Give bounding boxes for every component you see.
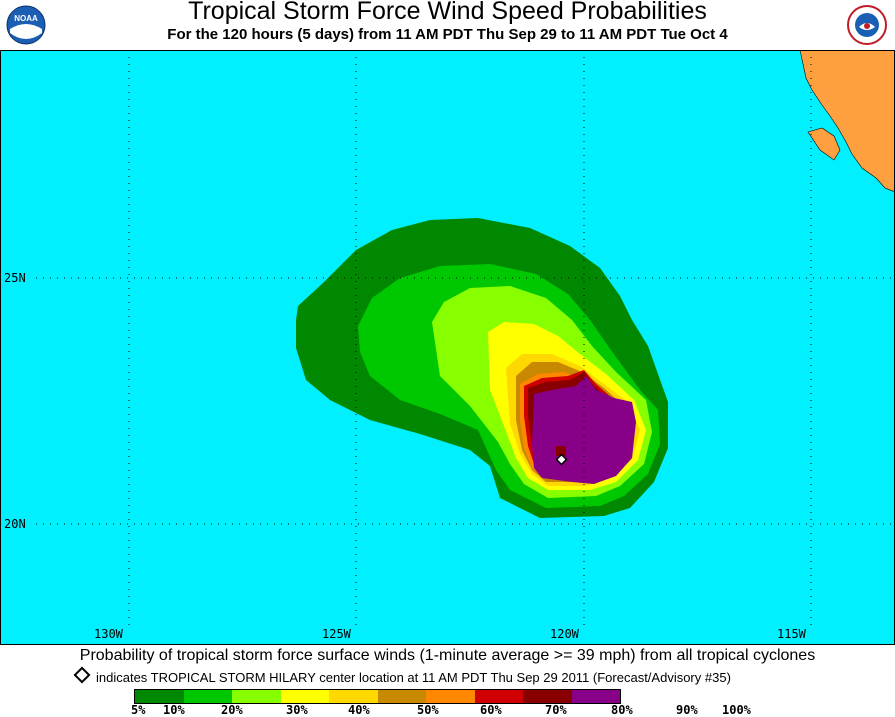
legend-color-bar — [134, 689, 621, 704]
map-subtitle: For the 120 hours (5 days) from 11 AM PD… — [167, 26, 728, 43]
footer: Probability of tropical storm force surf… — [0, 645, 895, 717]
land-peninsula-tip — [807, 127, 841, 161]
noaa-logo-text: NOAA — [14, 14, 38, 23]
lat-label-25n: 25N — [4, 271, 26, 285]
storm-core — [556, 446, 566, 456]
lon-label-120w: 120W — [550, 627, 580, 641]
legend-label: 5% — [131, 703, 146, 717]
graticule — [36, 50, 895, 630]
legend-swatch-5-10 — [135, 690, 184, 703]
nws-logo — [847, 5, 887, 45]
lat-label-20n: 20N — [4, 517, 26, 531]
lon-label-130w: 130W — [94, 627, 124, 641]
lon-label-115w: 115W — [777, 627, 807, 641]
lon-label-125w: 125W — [322, 627, 352, 641]
header: NOAA Tropical Storm Force Wind Speed Pro… — [0, 0, 895, 50]
legend-label: 100% — [722, 703, 751, 717]
probability-map: 25N 20N 130W 125W 120W 115W — [0, 50, 895, 645]
legend-swatch-40-50 — [329, 690, 378, 703]
legend-swatch-80-90 — [523, 690, 572, 703]
storm-center-marker — [555, 453, 568, 466]
center-note: indicates TROPICAL STORM HILARY center l… — [73, 666, 731, 685]
legend-label: 90% — [676, 703, 698, 717]
land-baja-california — [799, 50, 895, 193]
legend-label: 50% — [417, 703, 439, 717]
legend-swatch-70-80 — [474, 690, 523, 703]
legend-label: 30% — [286, 703, 308, 717]
legend-swatch-10-20 — [183, 690, 232, 703]
legend-label: 80% — [611, 703, 633, 717]
legend-label: 10% — [163, 703, 185, 717]
legend-swatch-90-100 — [571, 690, 620, 703]
diamond-icon — [73, 666, 91, 684]
legend-label: 20% — [221, 703, 243, 717]
legend-swatch-30-40 — [280, 690, 329, 703]
legend-label: 40% — [348, 703, 370, 717]
legend-swatch-20-30 — [232, 690, 281, 703]
map-caption: Probability of tropical storm force surf… — [79, 647, 816, 664]
legend-label: 60% — [480, 703, 502, 717]
noaa-logo: NOAA — [6, 5, 46, 45]
legend-swatch-50-60 — [377, 690, 426, 703]
legend-swatch-60-70 — [426, 690, 475, 703]
probability-contours — [296, 218, 668, 518]
map-title: Tropical Storm Force Wind Speed Probabil… — [188, 0, 707, 25]
center-note-text: indicates TROPICAL STORM HILARY center l… — [96, 670, 731, 685]
legend-label: 70% — [545, 703, 567, 717]
